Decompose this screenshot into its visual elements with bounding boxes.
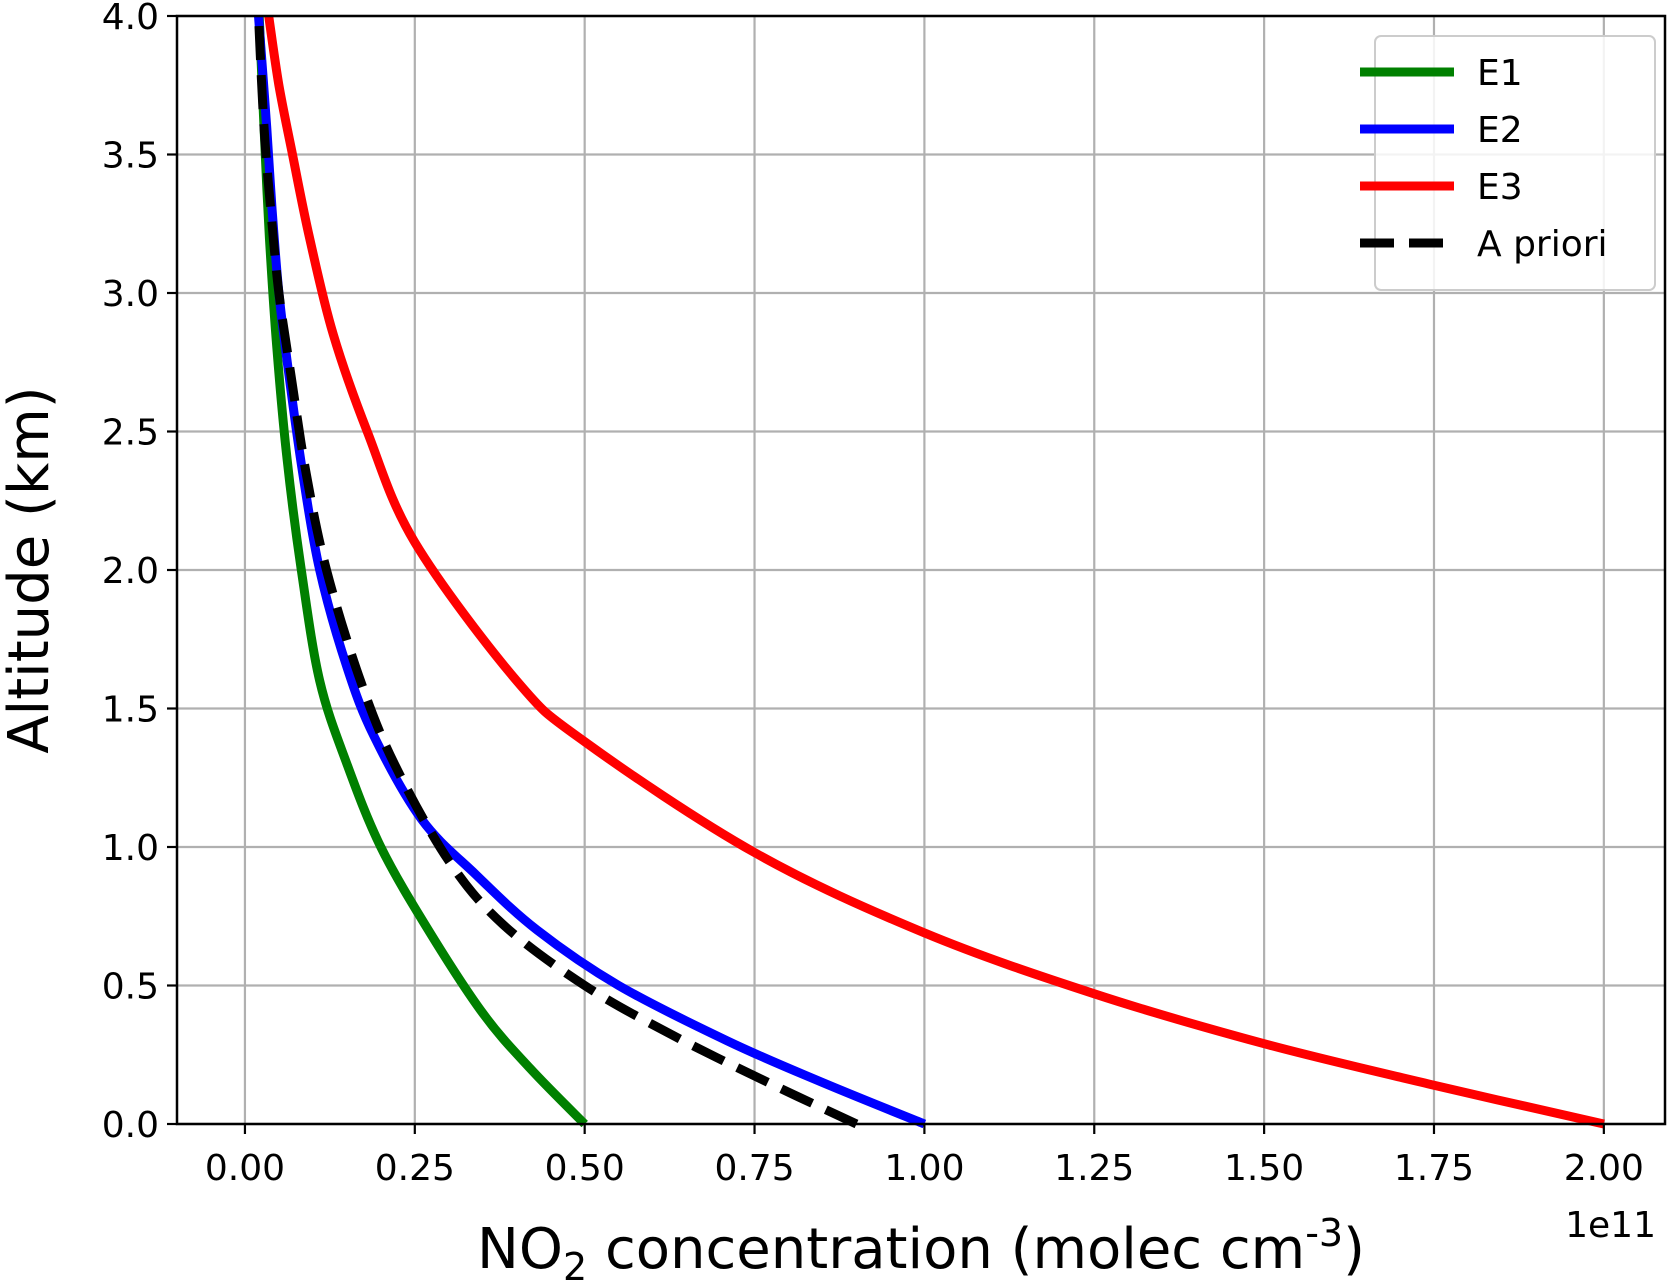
x-axis-title: NO2 concentration (molec cm-3) <box>477 1211 1365 1281</box>
x-tick-label: 2.00 <box>1564 1148 1644 1189</box>
y-tick-label: 4.0 <box>102 0 159 38</box>
y-tick-label: 2.5 <box>102 413 159 454</box>
x-tick-label: 0.50 <box>545 1148 625 1189</box>
x-axis-title-sub: 2 <box>563 1245 587 1281</box>
x-tick-label: 1.50 <box>1224 1148 1304 1189</box>
x-offset-label: 1e11 <box>1565 1205 1656 1246</box>
plot-series <box>254 15 1605 1129</box>
x-tick-label: 0.00 <box>205 1148 285 1189</box>
y-tick-label: 0.5 <box>102 967 159 1008</box>
y-tick-label: 2.0 <box>102 551 159 592</box>
y-tick-label: 1.0 <box>102 828 159 869</box>
y-tick-label: 1.5 <box>102 690 159 731</box>
x-tick-label: 0.25 <box>375 1148 455 1189</box>
x-axis-title-end: ) <box>1343 1217 1365 1281</box>
series-line-e3 <box>264 15 1605 1129</box>
x-tick-label: 1.25 <box>1054 1148 1134 1189</box>
legend-label-e2: E2 <box>1477 110 1523 151</box>
legend-items: E1 E2 E3 A priori <box>1360 53 1608 265</box>
y-tick-label: 3.0 <box>102 274 159 315</box>
x-tick-label: 0.75 <box>714 1148 794 1189</box>
legend: E1 E2 E3 A priori <box>1360 35 1656 291</box>
y-tick-label: 3.5 <box>102 136 159 177</box>
axis-ticks: 0.00 0.25 0.50 0.75 1.00 1.25 1.50 1.75 2.00 0.0 0… <box>102 0 1644 1189</box>
series-line-a-priori <box>254 15 859 1129</box>
x-tick-label: 1.00 <box>884 1148 964 1189</box>
y-axis-title: Altitude (km) <box>0 386 62 753</box>
legend-label-e1: E1 <box>1477 53 1523 94</box>
x-axis-title-sup: -3 <box>1305 1211 1343 1255</box>
x-tick-label: 1.75 <box>1394 1148 1474 1189</box>
legend-box <box>1374 35 1656 291</box>
x-axis-title-main: NO <box>477 1217 563 1281</box>
legend-label-e3: E3 <box>1477 167 1523 208</box>
y-tick-label: 0.0 <box>102 1105 159 1146</box>
x-axis-title-rest: concentration (molec cm <box>587 1217 1305 1281</box>
legend-label-a-priori: A priori <box>1477 224 1608 265</box>
